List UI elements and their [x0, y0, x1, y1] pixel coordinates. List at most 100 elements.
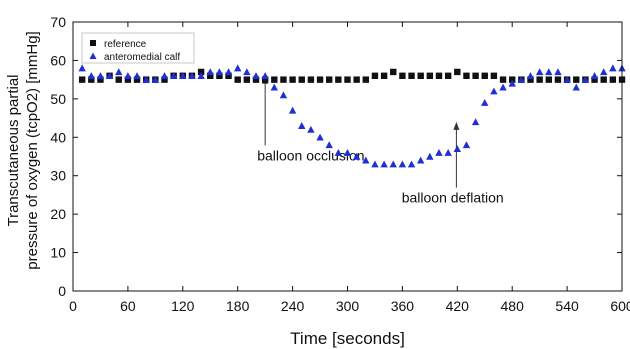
calf-point — [581, 75, 590, 83]
reference-point — [133, 76, 141, 83]
reference-point — [573, 76, 580, 83]
reference-point — [417, 72, 424, 79]
data-points — [78, 64, 626, 168]
reference-point — [115, 76, 122, 83]
calf-point — [188, 72, 196, 79]
reference-point — [216, 72, 223, 79]
reference-point — [444, 72, 452, 79]
reference-point — [280, 76, 287, 83]
calf-point — [481, 99, 489, 106]
annotation-arrow-head — [453, 121, 460, 130]
calf-point — [234, 64, 242, 72]
reference-point — [399, 72, 406, 79]
calf-point — [87, 72, 95, 79]
x-tick-label: 420 — [446, 298, 470, 314]
y-axis-label-line: Transcutaneous partial — [5, 74, 22, 226]
reference-point — [88, 76, 95, 83]
calf-point — [115, 68, 123, 76]
x-tick-label: 360 — [391, 298, 415, 314]
axis-ticks: 0 60 120 180 240 300 360 420 480 540 600 0 10 20 30 40 5… — [50, 14, 630, 314]
reference-point — [335, 76, 342, 83]
calf-point — [325, 141, 333, 149]
y-tick-label: 10 — [50, 245, 66, 261]
calf-point — [261, 72, 269, 79]
calf-point — [590, 72, 599, 79]
calf-point — [499, 83, 507, 91]
calf-point — [298, 122, 306, 129]
reference-point — [527, 76, 534, 83]
x-tick-label: 0 — [69, 298, 77, 314]
y-axis-label: Transcutaneous partial pressure of oxygen… — [5, 31, 41, 269]
calf-point — [554, 68, 562, 76]
y-axis-label-line: pressure of oxygen (tcpO2) [mmHg] — [24, 31, 41, 269]
reference-point — [326, 76, 333, 83]
reference-point — [161, 76, 168, 83]
calf-point — [545, 68, 553, 76]
reference-point — [609, 76, 617, 83]
reference-point — [252, 76, 260, 83]
reference-point — [435, 72, 443, 79]
calf-point — [471, 118, 480, 126]
calf-point — [444, 148, 452, 156]
reference-point — [78, 76, 86, 83]
legend-triangle-marker — [89, 52, 97, 59]
y-tick-label: 60 — [50, 52, 66, 68]
calf-point — [389, 160, 397, 168]
calf-point — [252, 72, 260, 79]
y-tick-label: 70 — [50, 14, 66, 30]
reference-point — [554, 76, 562, 83]
reference-point — [234, 76, 241, 83]
calf-point — [563, 75, 571, 83]
calf-point — [316, 133, 324, 141]
calf-point — [343, 148, 352, 156]
reference-point — [390, 68, 397, 76]
reference-point — [225, 72, 232, 79]
reference-point — [289, 76, 296, 83]
calf-point — [206, 68, 214, 76]
reference-point — [591, 76, 598, 83]
calf-point — [572, 83, 580, 91]
calf-point — [426, 152, 434, 160]
calf-point — [435, 148, 443, 156]
calf-point — [142, 75, 150, 83]
calf-point — [307, 125, 315, 133]
x-tick-label: 480 — [501, 298, 525, 314]
annotation-label: balloon deflation — [402, 190, 504, 206]
reference-point — [600, 76, 607, 83]
y-tick-label: 50 — [50, 91, 66, 107]
x-tick-label: 120 — [171, 298, 195, 314]
x-tick-label: 240 — [281, 298, 305, 314]
calf-point — [78, 64, 86, 72]
calf-point — [197, 72, 205, 79]
plot-frame — [72, 21, 623, 292]
calf-point — [609, 64, 617, 72]
x-tick-label: 180 — [226, 298, 250, 314]
reference-point — [124, 76, 132, 83]
calf-point — [215, 68, 224, 76]
calf-point — [371, 160, 379, 168]
legend-box — [81, 32, 195, 64]
calf-point — [417, 156, 425, 164]
reference-point — [207, 72, 214, 79]
calf-point — [334, 148, 343, 156]
calf-point — [407, 160, 416, 168]
y-tick-label: 0 — [58, 283, 66, 299]
reference-point — [298, 76, 305, 83]
calf-point — [124, 72, 132, 79]
legend-label: anteromedial calf — [104, 52, 180, 63]
reference-point — [490, 72, 498, 79]
calf-point — [105, 72, 114, 79]
legend: reference anteromedial calf — [81, 32, 195, 64]
calf-point — [526, 72, 535, 79]
reference-point — [271, 76, 278, 83]
reference-point — [371, 72, 379, 79]
calf-point — [453, 145, 461, 153]
reference-point — [261, 76, 269, 83]
reference-point — [472, 72, 479, 79]
y-tick-label: 40 — [50, 129, 66, 145]
reference-point — [545, 76, 552, 83]
calf-point — [380, 160, 388, 168]
reference-point — [463, 72, 470, 79]
x-tick-label: 60 — [120, 298, 136, 314]
calf-point — [243, 68, 251, 76]
